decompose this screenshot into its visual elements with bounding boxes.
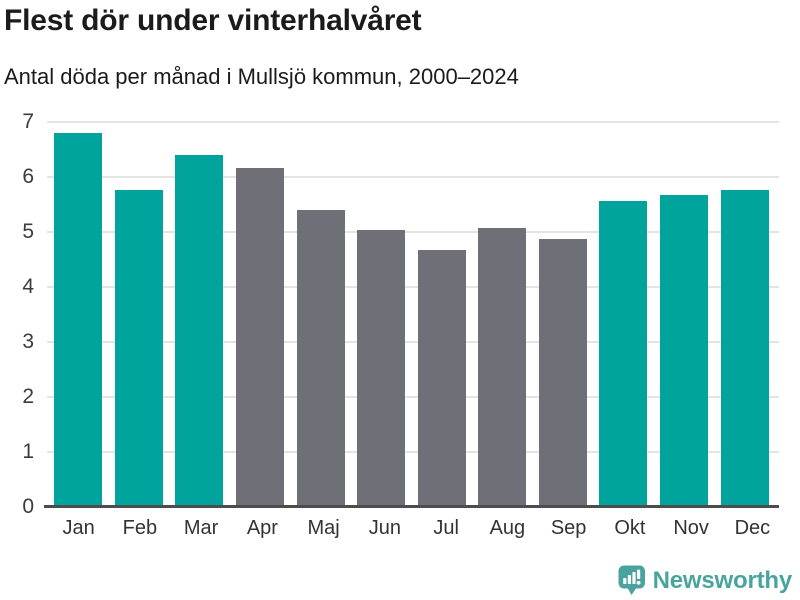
gridline-5 [47, 231, 779, 233]
x-tick-maj: Maj [307, 517, 340, 539]
bars-row [44, 122, 779, 507]
y-tick-4: 4 [22, 275, 34, 298]
chart-subtitle: Antal döda per månad i Mullsjö kommun, 2… [4, 64, 519, 89]
chart-title: Flest dör under vinterhalvåret [4, 4, 422, 37]
y-tick-6: 6 [22, 165, 34, 188]
bar-maj [296, 210, 345, 507]
bar-aug [478, 227, 527, 507]
y-tick-5: 5 [22, 220, 34, 243]
x-tick-okt: Okt [614, 517, 646, 539]
gridline-2 [47, 396, 779, 398]
plot-area [44, 121, 779, 508]
x-tick-jul: Jul [433, 517, 459, 539]
bar-feb [114, 190, 163, 507]
x-axis: Jan Feb Mar Apr Maj Jun Jul Aug Sep Okt Nov Dec [44, 517, 787, 540]
y-tick-0: 0 [22, 495, 34, 518]
y-tick-7: 7 [22, 110, 34, 133]
x-tick-apr: Apr [246, 517, 278, 539]
bar-dec [720, 190, 769, 507]
bar-jun [357, 229, 406, 507]
x-tick-dec: Dec [734, 517, 771, 539]
x-tick-sep: Sep [550, 517, 587, 539]
y-tick-2: 2 [22, 385, 34, 408]
newsworthy-logo-text: Newsworthy [652, 566, 793, 594]
bar-okt [599, 201, 648, 507]
x-tick-jan: Jan [62, 517, 95, 539]
x-tick-mar: Mar [183, 517, 219, 539]
bar-jan [54, 133, 103, 507]
gridline-7 [47, 121, 779, 123]
newsworthy-speech-bubble-chart-icon [618, 565, 645, 595]
x-tick-jun: Jun [368, 517, 401, 539]
x-tick-feb: Feb [122, 517, 158, 539]
gridline-6 [47, 176, 779, 178]
gridline-4 [47, 286, 779, 288]
bar-nov [660, 194, 709, 507]
y-axis: 0 1 2 3 4 5 6 7 [0, 110, 34, 518]
y-tick-3: 3 [22, 330, 34, 353]
x-tick-aug: Aug [489, 517, 526, 539]
x-axis-line [44, 505, 779, 508]
bar-sep [538, 238, 587, 507]
bar-mar [175, 155, 224, 507]
gridline-1 [47, 451, 779, 453]
gridline-3 [47, 341, 779, 343]
y-tick-1: 1 [22, 440, 34, 463]
newsworthy-logo: Newsworthy [618, 565, 792, 596]
bar-jul [417, 249, 466, 507]
bar-apr [236, 168, 285, 507]
x-tick-nov: Nov [673, 517, 709, 539]
